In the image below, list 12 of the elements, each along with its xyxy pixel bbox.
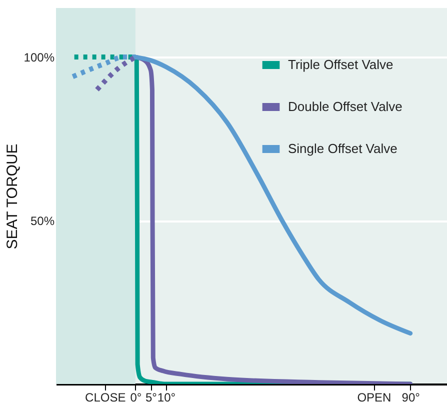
y-tick-label: 100%: [24, 50, 55, 65]
x-tick-label: 90°: [402, 390, 420, 404]
y-tick-label: 50%: [30, 214, 55, 228]
x-tick-label: OPEN: [357, 390, 392, 404]
x-tick-label: 10°: [157, 390, 176, 404]
legend-label: Double Offset Valve: [288, 99, 402, 114]
x-tick-label: 5°: [145, 390, 158, 404]
legend-label: Triple Offset Valve: [288, 57, 394, 72]
x-tick-label: CLOSE: [85, 390, 126, 404]
legend-label: Single Offset Valve: [288, 141, 398, 156]
y-axis-title: SEAT TORQUE: [4, 144, 21, 250]
x-tick-label: 0°: [130, 390, 142, 404]
